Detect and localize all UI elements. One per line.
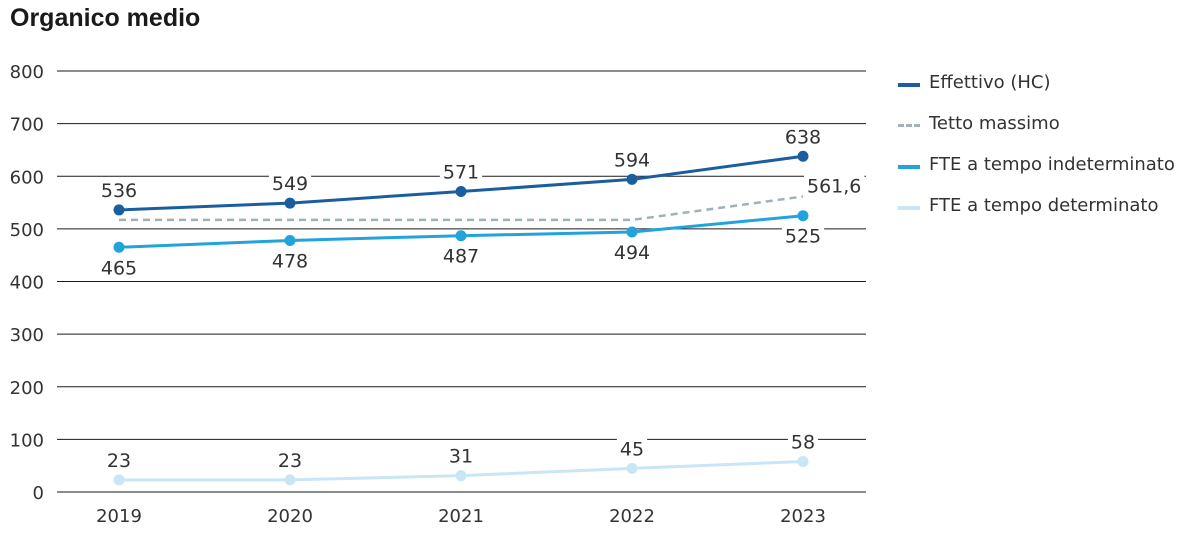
data-labels: 536 549 571 594 638 561,6 465 478 487 494 525 23 23 3… <box>97 126 865 472</box>
data-label: 638 <box>785 126 821 148</box>
gridlines <box>57 70 866 493</box>
data-point <box>455 470 467 482</box>
series-line-1 <box>119 195 804 222</box>
legend-swatch <box>898 165 920 169</box>
x-axis-ticks: 2019 2020 2021 2022 2023 <box>96 506 826 527</box>
data-point <box>626 226 638 238</box>
data-label: 494 <box>614 242 650 264</box>
data-label-bg <box>439 161 483 184</box>
x-tick-label: 2019 <box>96 506 142 527</box>
data-label: 23 <box>107 450 131 472</box>
data-label: 487 <box>443 246 479 268</box>
data-label-bg <box>97 179 141 202</box>
data-label-bg <box>781 225 825 248</box>
data-point <box>113 474 125 486</box>
data-point <box>797 210 809 222</box>
data-label: 525 <box>785 226 821 248</box>
x-tick-label: 2023 <box>780 506 826 527</box>
data-label: 478 <box>272 250 308 272</box>
data-label: 549 <box>272 173 308 195</box>
data-point <box>626 462 638 474</box>
legend-label: Effettivo (HC) <box>929 72 1051 93</box>
data-point <box>113 241 125 253</box>
data-label-bg <box>268 173 312 196</box>
data-label-bg <box>804 175 865 198</box>
y-axis-ticks: 0 100 200 300 400 500 600 700 800 <box>10 62 44 504</box>
data-label-bg <box>268 250 312 273</box>
y-tick-label: 600 <box>10 167 44 188</box>
y-tick-label: 200 <box>10 378 44 399</box>
data-label: 571 <box>443 162 479 184</box>
data-label-bg <box>97 257 141 280</box>
data-label: 23 <box>278 450 302 472</box>
x-tick-label: 2020 <box>267 506 313 527</box>
data-point <box>284 474 296 486</box>
data-point <box>455 230 467 242</box>
y-tick-label: 800 <box>10 62 44 83</box>
data-label: 561,6 <box>807 175 861 197</box>
data-label: 465 <box>101 257 137 279</box>
data-point <box>113 204 125 216</box>
data-point <box>284 197 296 209</box>
data-label-bg <box>610 242 654 265</box>
data-label: 58 <box>791 431 815 453</box>
data-label: 45 <box>620 438 644 460</box>
legend-swatch <box>898 124 920 127</box>
data-label-bg <box>610 149 654 172</box>
data-point <box>284 234 296 246</box>
y-tick-label: 500 <box>10 220 44 241</box>
x-tick-label: 2022 <box>609 506 655 527</box>
y-tick-label: 0 <box>33 483 44 504</box>
data-point <box>626 173 638 185</box>
legend-swatch <box>898 83 920 87</box>
chart-title: Organico medio <box>10 4 201 32</box>
y-tick-label: 300 <box>10 325 44 346</box>
x-tick-label: 2021 <box>438 506 484 527</box>
y-tick-label: 400 <box>10 273 44 294</box>
legend-label: FTE a tempo indeterminato <box>929 154 1175 175</box>
legend-label: Tetto massimo <box>929 113 1060 134</box>
data-label-bg <box>103 449 135 472</box>
data-label-bg <box>274 449 306 472</box>
data-label-bg <box>445 445 477 468</box>
data-point <box>455 186 467 198</box>
legend-swatch <box>898 206 920 210</box>
y-tick-label: 100 <box>10 430 44 451</box>
data-point <box>797 455 809 467</box>
data-point <box>797 150 809 162</box>
data-label-bg <box>781 126 825 149</box>
data-label-bg <box>787 431 819 454</box>
data-label: 536 <box>101 180 137 202</box>
y-tick-label: 700 <box>10 115 44 136</box>
legend-label: FTE a tempo determinato <box>929 195 1159 216</box>
data-label: 594 <box>614 149 650 171</box>
series-lines <box>113 150 809 486</box>
data-label-bg <box>616 438 648 461</box>
data-label: 31 <box>449 446 473 468</box>
data-label-bg <box>439 245 483 268</box>
